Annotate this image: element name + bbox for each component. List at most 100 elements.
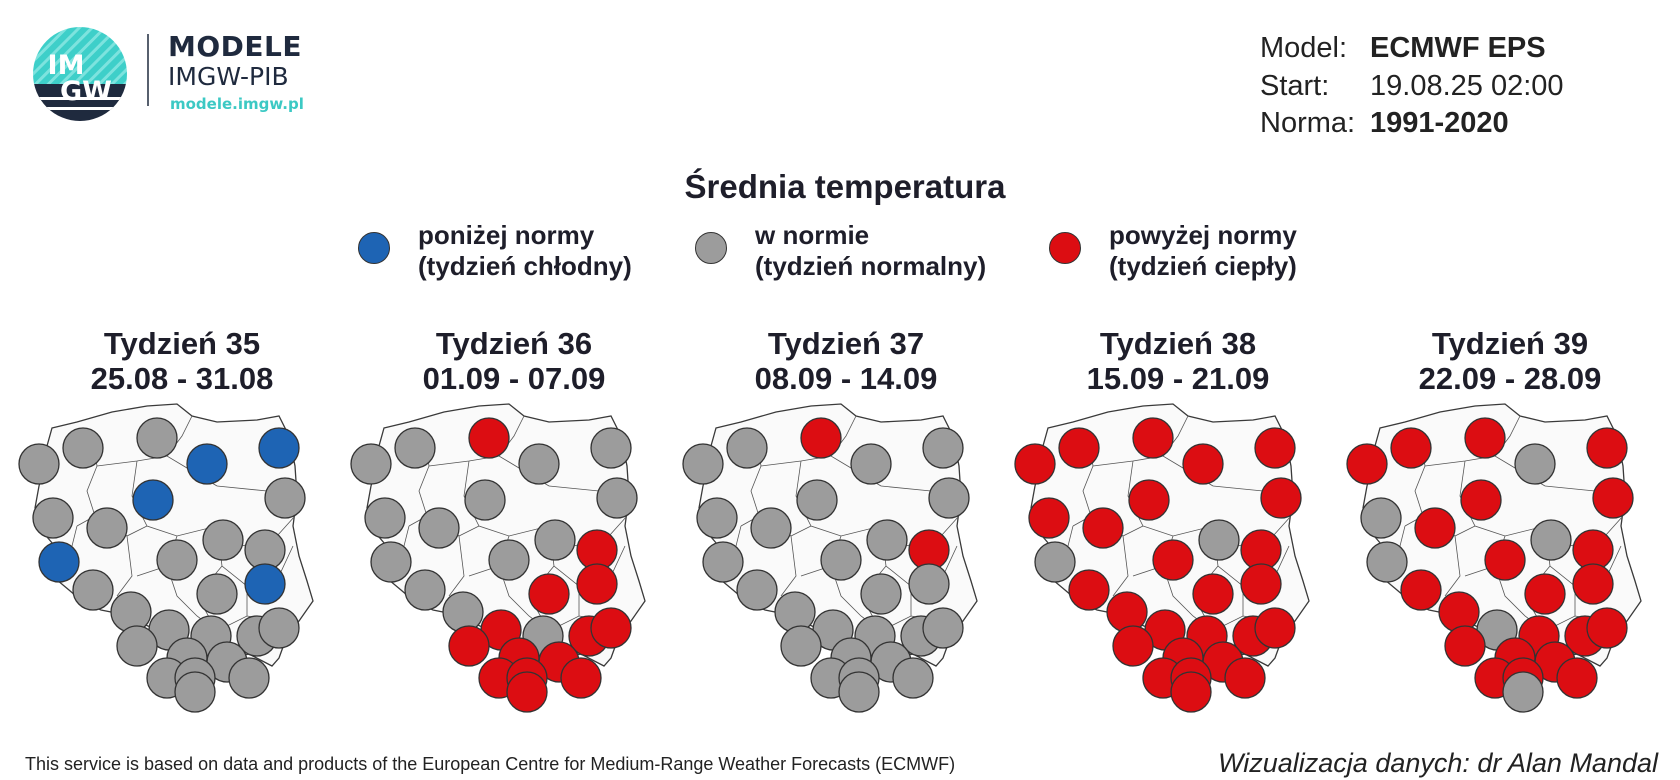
poland-map-week-35 xyxy=(18,403,314,713)
region-marker-leszno xyxy=(1400,569,1442,611)
region-marker-rzeszow xyxy=(228,657,270,699)
region-marker-torun xyxy=(1198,519,1240,561)
region-marker-poznan xyxy=(1152,539,1194,581)
region-marker-slubice xyxy=(1366,541,1408,583)
week-dates: 01.09 - 07.09 xyxy=(422,361,606,396)
region-marker-bydgoszcz xyxy=(132,479,174,521)
model-label: Model: xyxy=(1260,32,1348,64)
region-marker-kalisz xyxy=(1106,591,1148,633)
brand-url[interactable]: modele.imgw.pl xyxy=(170,95,304,113)
region-marker-leszno xyxy=(404,569,446,611)
region-marker-torun xyxy=(866,519,908,561)
region-marker-czestochowa xyxy=(448,625,490,667)
start-value: 19.08.25 02:00 xyxy=(1370,69,1564,102)
week-dates: 25.08 - 31.08 xyxy=(90,361,274,396)
region-marker-lublin xyxy=(1254,607,1296,649)
region-marker-koszalin xyxy=(62,427,104,469)
region-marker-szczecin xyxy=(1346,443,1388,485)
region-marker-warszawa xyxy=(908,563,950,605)
region-marker-leba xyxy=(136,417,178,459)
legend-below-line2: (tydzień chłodny) xyxy=(418,251,632,281)
region-marker-olsztyn xyxy=(1254,427,1296,469)
region-marker-zakopane xyxy=(838,671,880,713)
region-marker-rzeszow xyxy=(560,657,602,699)
region-marker-pila xyxy=(86,507,128,549)
week-dates: 08.09 - 14.09 xyxy=(754,361,938,396)
region-marker-szczecin xyxy=(18,443,60,485)
week-panel-38: Tydzień 38 15.09 - 21.09 xyxy=(1013,326,1343,713)
region-marker-poznan xyxy=(488,539,530,581)
region-marker-koszalin xyxy=(394,427,436,469)
region-marker-slubice xyxy=(370,541,412,583)
region-marker-kalisz xyxy=(442,591,484,633)
legend-normal-line1: w normie xyxy=(755,220,870,250)
visualization-credit: Wizualizacja danych: dr Alan Mandal xyxy=(1218,748,1658,778)
norm-row: Norma: 1991-2020 xyxy=(1260,105,1564,143)
region-marker-slubice xyxy=(1034,541,1076,583)
region-marker-rzeszow xyxy=(892,657,934,699)
region-marker-rzeszow xyxy=(1556,657,1598,699)
week-panel-36: Tydzień 36 01.09 - 07.09 xyxy=(349,326,679,713)
norm-label: Norma: xyxy=(1260,107,1356,139)
region-marker-rzeszow xyxy=(1224,657,1266,699)
brand-title: MODELE xyxy=(168,30,303,63)
region-marker-czestochowa xyxy=(116,625,158,667)
region-marker-lublin xyxy=(922,607,964,649)
region-marker-gorzow xyxy=(1028,497,1070,539)
region-border xyxy=(1444,535,1461,597)
region-marker-pila xyxy=(418,507,460,549)
region-marker-kalisz xyxy=(1438,591,1480,633)
region-border xyxy=(116,535,133,597)
week-label: Tydzień 35 xyxy=(103,326,261,361)
region-marker-gorzow xyxy=(1360,497,1402,539)
legend-below: poniżej normy (tydzień chłodny) xyxy=(358,220,632,282)
poland-map-week-37 xyxy=(682,403,978,713)
region-marker-leba xyxy=(468,417,510,459)
region-marker-poznan xyxy=(1484,539,1526,581)
poland-map-week-38 xyxy=(1014,403,1310,713)
region-marker-koszalin xyxy=(1058,427,1100,469)
region-marker-zakopane xyxy=(174,671,216,713)
region-marker-gdansk xyxy=(518,443,560,485)
region-marker-olsztyn xyxy=(258,427,300,469)
legend-above: powyżej normy (tydzień ciepły) xyxy=(1049,220,1297,282)
region-marker-warszawa xyxy=(1240,563,1282,605)
region-marker-suwalki xyxy=(264,477,306,519)
region-marker-szczecin xyxy=(682,443,724,485)
region-marker-lodz xyxy=(1192,573,1234,615)
region-marker-torun xyxy=(1530,519,1572,561)
legend-gray-dot-icon xyxy=(695,232,727,264)
page-title: Średnia temperatura xyxy=(684,168,1006,205)
region-marker-suwalki xyxy=(1592,477,1634,519)
region-marker-koszalin xyxy=(1390,427,1432,469)
region-marker-leba xyxy=(1464,417,1506,459)
region-marker-pila xyxy=(1082,507,1124,549)
week-panel-37: Tydzień 37 08.09 - 14.09 xyxy=(681,326,1011,713)
region-marker-suwalki xyxy=(596,477,638,519)
region-marker-olsztyn xyxy=(1586,427,1628,469)
legend-below-line1: poniżej normy xyxy=(418,220,595,250)
start-row: Start: 19.08.25 02:00 xyxy=(1260,68,1564,106)
region-marker-olsztyn xyxy=(922,427,964,469)
region-marker-poznan xyxy=(820,539,862,581)
region-marker-leba xyxy=(1132,417,1174,459)
region-marker-kalisz xyxy=(110,591,152,633)
region-marker-lodz xyxy=(1524,573,1566,615)
region-marker-gorzow xyxy=(32,497,74,539)
region-marker-torun xyxy=(534,519,576,561)
region-marker-suwalki xyxy=(928,477,970,519)
poland-map-week-39 xyxy=(1346,403,1642,713)
region-marker-bydgoszcz xyxy=(464,479,506,521)
region-marker-warszawa xyxy=(576,563,618,605)
region-marker-zakopane xyxy=(1502,671,1544,713)
region-marker-gdansk xyxy=(1182,443,1224,485)
region-marker-lodz xyxy=(860,573,902,615)
region-marker-gorzow xyxy=(696,497,738,539)
region-marker-gorzow xyxy=(364,497,406,539)
region-marker-zakopane xyxy=(506,671,548,713)
region-border xyxy=(1112,535,1129,597)
brand-subtitle: IMGW-PIB xyxy=(168,62,289,91)
region-marker-gdansk xyxy=(186,443,228,485)
region-marker-czestochowa xyxy=(1112,625,1154,667)
logo-text-bottom: GW xyxy=(60,76,112,107)
